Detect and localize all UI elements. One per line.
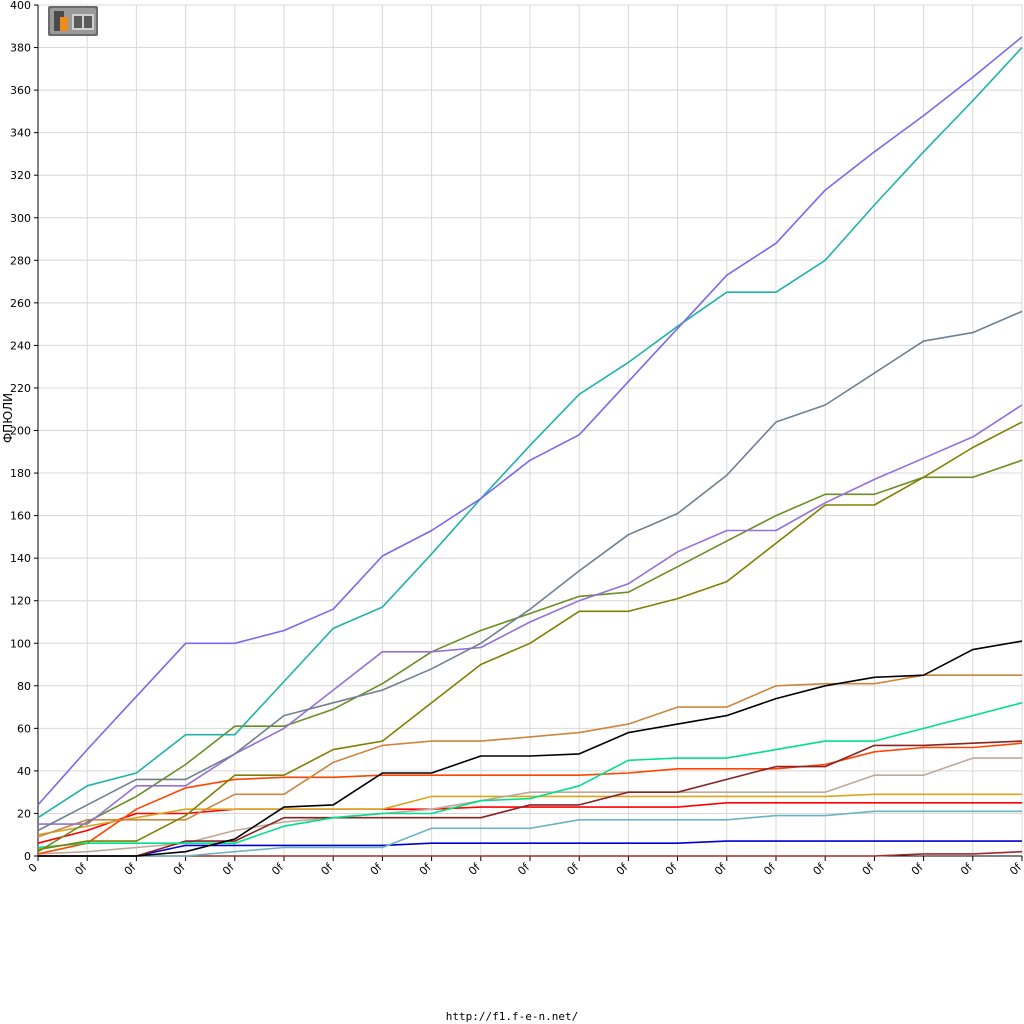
series-line-8 [37,702,1023,849]
x-tick-label: 0f [171,860,189,878]
y-tick-label: 0 [24,850,31,863]
x-tick-labels: 0 0f 0f 0f 0f 0f 0f 0f 0f 0f 0f 0f 0f 0f 0f 0f 0f 0f 0f 0f 0… [26,860,1024,878]
series-line-4 [37,421,1023,851]
x-tick-label: 0f [712,860,730,878]
x-tick-label: 0f [614,860,632,878]
series-line-2 [37,310,1023,832]
footer-url[interactable]: http://f1.f-e-n.net/ [445,1010,579,1023]
chart-axes [34,4,1023,861]
x-tick-label: 0f [72,860,90,878]
y-tick-label: 120 [10,595,31,608]
series-line-6 [38,640,1023,857]
y-tick-label: 340 [10,127,31,140]
chart-series [37,36,1023,857]
series-line-1 [37,46,1023,819]
y-tick-label: 20 [17,807,31,820]
series-line-5 [37,459,1023,853]
x-tick-label: 0f [515,860,533,878]
x-tick-label: 0f [909,860,927,878]
x-tick-label: 0f [122,860,140,878]
series-line-15 [38,840,1022,857]
series-line-16 [38,850,1023,857]
y-tick-label: 380 [10,42,31,55]
x-tick-label: 0 [26,861,40,875]
y-tick-label: 360 [10,84,31,97]
y-tick-label: 300 [10,212,31,225]
series-line-9 [38,740,1023,857]
y-axis-label: ФПЮЛИ [1,393,15,443]
y-tick-label: 100 [10,637,31,650]
y-tick-label: 180 [10,467,31,480]
y-tick-label: 280 [10,254,31,267]
x-tick-label: 0f [318,860,336,878]
series-line-11 [37,757,1022,855]
y-tick-labels: 0 20 40 60 80 100 120 140 160 180 200 220 240 260 280 3… [10,0,31,863]
x-tick-label: 0f [958,860,976,878]
series-line-7 [37,674,1022,838]
x-tick-label: 0f [368,860,386,878]
series-line-3 [38,404,1023,825]
x-tick-label: 0f [810,860,828,878]
x-tick-label: 0f [860,860,878,878]
y-tick-label: 240 [10,339,31,352]
y-tick-label: 140 [10,552,31,565]
x-tick-label: 0f [220,860,238,878]
f1en-logo [48,6,98,36]
y-tick-label: 200 [10,425,31,438]
y-tick-label: 220 [10,382,31,395]
y-tick-label: 260 [10,297,31,310]
x-tick-label: 0f [466,860,484,878]
y-tick-label: 400 [10,0,31,12]
x-tick-label: 0f [761,860,779,878]
y-tick-label: 40 [17,765,31,778]
y-tick-label: 160 [10,510,31,523]
series-line-14 [38,810,1022,857]
y-tick-label: 80 [17,680,31,693]
series-line-10 [37,742,1023,855]
x-tick-label: 0f [417,860,435,878]
x-tick-label: 0f [269,860,287,878]
series-line-0 [37,36,1023,806]
y-tick-label: 60 [17,722,31,735]
series-line-12 [37,793,1022,836]
x-tick-label: 0f [663,860,681,878]
x-tick-label: 0f [564,860,582,878]
chart-grid [37,4,1023,857]
x-tick-label: 0f [1007,860,1024,878]
y-tick-label: 320 [10,169,31,182]
